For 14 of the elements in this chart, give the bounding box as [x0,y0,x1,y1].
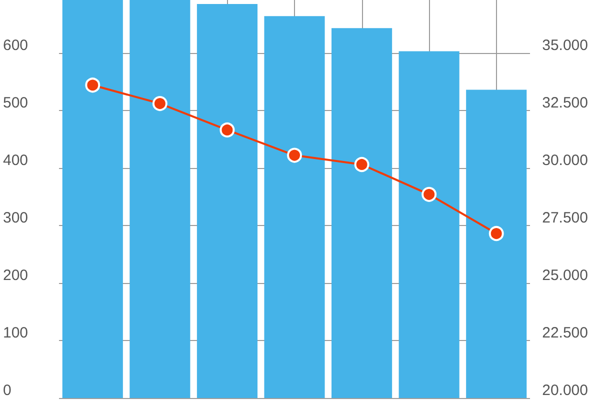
y-tick-label: 400 [3,152,28,169]
y2-tick-label: 32.500 [542,94,588,112]
y2-tick-label: 22.500 [542,324,588,342]
y-tick-label: 200 [3,266,28,284]
y-tick-label: 300 [3,209,28,226]
y2-tick-label: 35.000 [542,36,588,54]
y-tick-label: 100 [3,324,28,342]
y2-tick-label: 27.500 [542,209,588,226]
y2-tick-label: 25.000 [542,266,588,284]
y-tick-label: 500 [3,94,28,112]
y-tick-label: 600 [3,36,28,54]
y-tick-label: 0 [3,382,12,399]
y2-tick-label: 30.000 [542,152,588,169]
y2-tick-label: 20.000 [542,382,588,399]
